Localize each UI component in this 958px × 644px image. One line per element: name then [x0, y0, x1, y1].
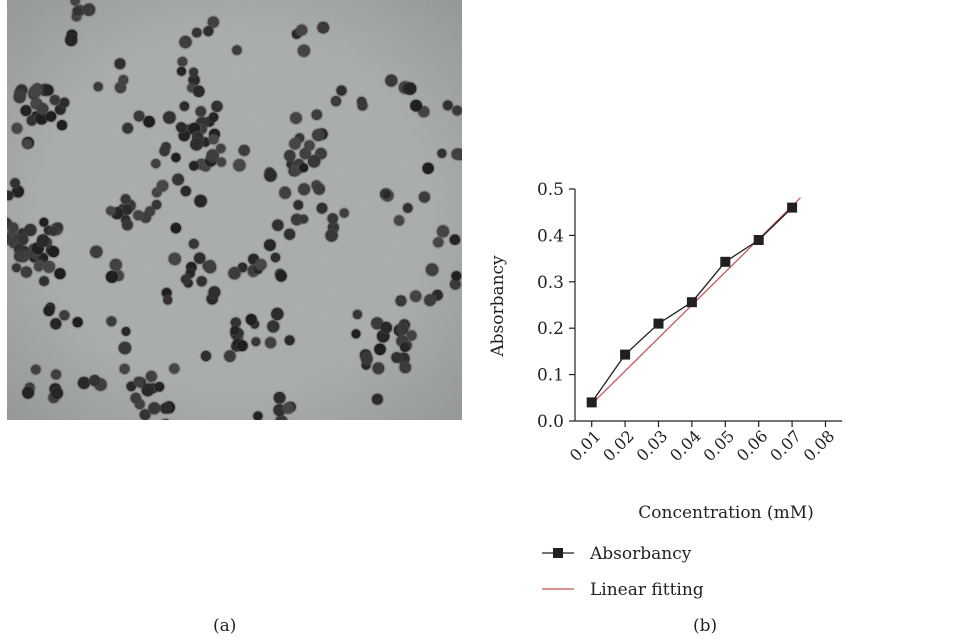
y-axis-label: Absorbancy — [488, 255, 508, 358]
legend-item-linear-fitting: Linear fitting — [542, 580, 704, 600]
chart-svg: 0.00.10.20.30.40.50.010.020.030.040.050.… — [488, 180, 843, 600]
chart-legend: Absorbancy Linear fitting — [542, 544, 704, 600]
absorbancy-point — [686, 297, 697, 308]
legend-item-absorbancy: Absorbancy — [542, 544, 692, 564]
y-tick-label: 0.3 — [537, 273, 564, 293]
y-tick-label: 0.0 — [537, 412, 564, 432]
x-tick-label: 0.06 — [733, 426, 772, 465]
x-tick-label: 0.04 — [666, 426, 705, 465]
absorbancy-chart: 0.0 0.1 0.2 0.3 0.4 0.5 0.01 0.02 0.03 0.04 0.05 0.… — [470, 160, 958, 600]
x-tick-label: 0.03 — [633, 426, 672, 465]
panel-caption-a: (a) — [213, 616, 237, 636]
y-tick-label: 0.4 — [537, 226, 564, 246]
tem-image — [7, 0, 462, 420]
y-tick-label: 0.2 — [537, 319, 564, 339]
absorbancy-point — [720, 256, 731, 267]
y-tick-label: 0.5 — [537, 180, 564, 200]
absorbancy-point — [586, 397, 597, 408]
tem-micrograph — [7, 0, 462, 420]
y-tick-label: 0.1 — [537, 366, 564, 386]
x-tick-label: 0.01 — [566, 426, 605, 465]
chart-axes: 0.00.10.20.30.40.50.010.020.030.040.050.… — [537, 180, 843, 465]
panel-caption-b: (b) — [693, 616, 718, 636]
x-tick-label: 0.07 — [766, 426, 805, 465]
absorbancy-point — [753, 235, 764, 245]
x-axis-label: Concentration (mM) — [638, 503, 813, 523]
absorbancy-point — [653, 318, 664, 329]
absorbancy-point — [787, 202, 798, 213]
legend-label-absorbancy: Absorbancy — [589, 544, 692, 564]
x-tick-label: 0.08 — [800, 426, 839, 465]
x-tick-label: 0.02 — [599, 426, 638, 465]
absorbancy-point — [620, 349, 631, 360]
series-layer — [586, 197, 801, 408]
legend-label-linear-fitting: Linear fitting — [590, 580, 704, 600]
x-tick-label: 0.05 — [700, 426, 739, 465]
